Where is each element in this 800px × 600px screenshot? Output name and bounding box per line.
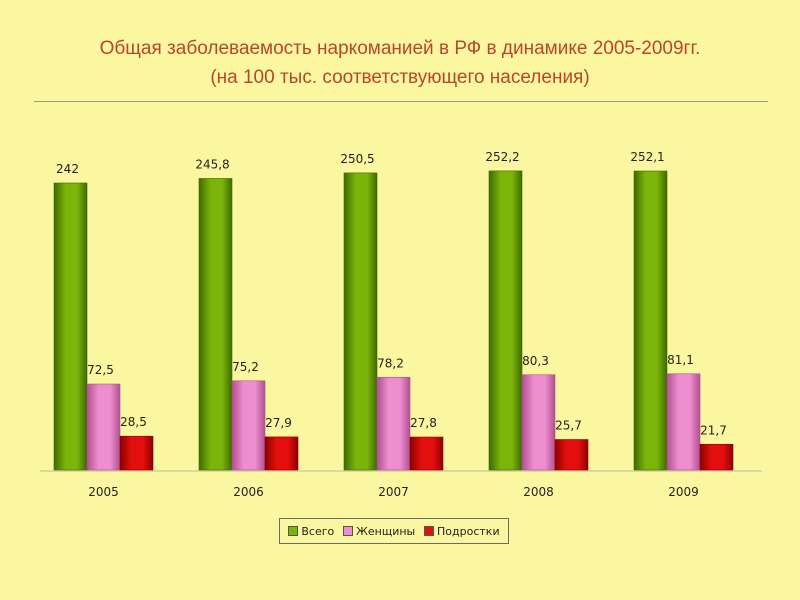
chart-title-line1: Общая заболеваемость наркоманией в РФ в …: [99, 38, 701, 59]
bar-2005-series-2: [86, 383, 121, 471]
chart-legend: Всего Женщины Подростки: [279, 518, 509, 544]
legend-item-series-2: Женщины: [343, 525, 415, 538]
data-label-2009-series-2: 81,1: [667, 353, 694, 367]
data-label-2009-series-3: 21,7: [700, 423, 727, 437]
data-label-2008-series-3: 25,7: [555, 419, 582, 433]
bar-2009-series-2: [666, 373, 701, 471]
data-label-2006-series-2: 75,2: [232, 360, 259, 374]
bar-2006-series-2: [231, 380, 266, 471]
bar-2007-series-3: [409, 436, 444, 471]
bar-2009-series-3: [699, 443, 734, 471]
legend-item-series-1: Всего: [288, 525, 334, 538]
legend-swatch: [343, 526, 354, 536]
data-label-2007-series-2: 78,2: [377, 356, 404, 370]
bar-2005-series-3: [119, 435, 154, 471]
legend-label: Женщины: [356, 524, 416, 538]
bar-2006-series-3: [264, 436, 299, 471]
data-label-2007-series-1: 250,5: [340, 152, 374, 166]
bar-2009-series-1: [633, 170, 668, 471]
title-divider: [34, 101, 768, 102]
data-label-2009-series-1: 252,1: [630, 150, 664, 164]
x-tick-label: 2005: [88, 485, 119, 499]
data-label-2006-series-1: 245,8: [195, 157, 229, 171]
bar-2007-series-2: [376, 376, 411, 471]
bar-2008-series-3: [554, 439, 589, 471]
data-label-2006-series-3: 27,9: [265, 416, 292, 430]
data-label-2008-series-1: 252,2: [485, 150, 519, 164]
chart-subtitle: (на 100 тыс. соответствующего населения): [210, 67, 590, 88]
bar-2007-series-1: [343, 172, 378, 471]
x-tick-label: 2008: [523, 485, 554, 499]
bar-2006-series-1: [198, 178, 233, 471]
bar-2008-series-2: [521, 374, 556, 471]
legend-label: Подростки: [437, 524, 500, 538]
bar-2008-series-1: [488, 170, 523, 471]
chart-title: Общая заболеваемость наркоманией в РФ в …: [0, 34, 800, 92]
data-label-2005-series-1: 242: [56, 162, 79, 176]
bar-2005-series-1: [53, 182, 88, 471]
legend-swatch: [288, 526, 299, 536]
data-label-2007-series-3: 27,8: [410, 416, 437, 430]
data-label-2005-series-2: 72,5: [87, 363, 114, 377]
legend-item-series-3: Подростки: [424, 525, 500, 538]
x-tick-label: 2009: [668, 485, 699, 499]
x-tick-label: 2006: [233, 485, 264, 499]
data-label-2005-series-3: 28,5: [120, 415, 147, 429]
data-label-2008-series-2: 80,3: [522, 354, 549, 368]
legend-label: Всего: [301, 524, 335, 538]
x-tick-label: 2007: [378, 485, 409, 499]
legend-swatch: [424, 526, 435, 536]
